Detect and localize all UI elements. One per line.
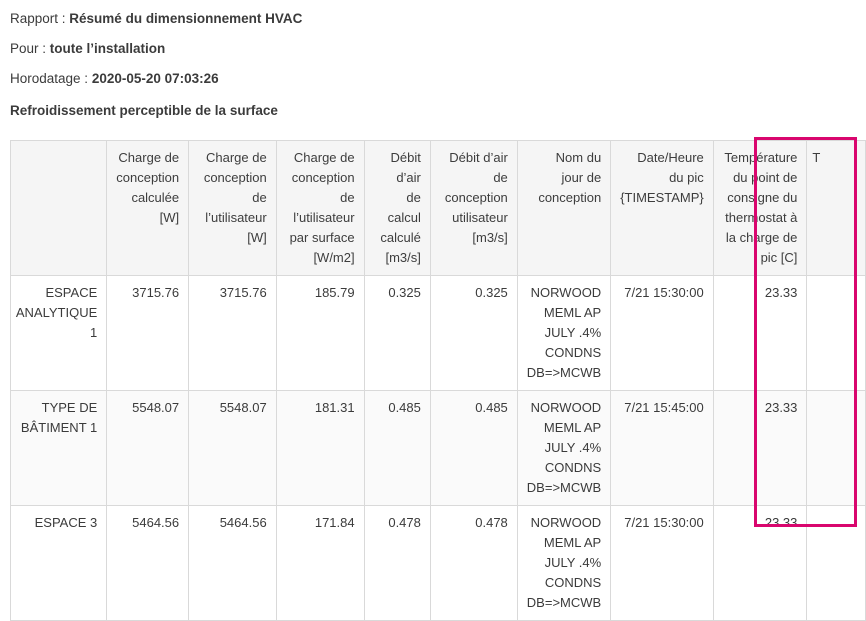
row-label: TYPE DE BÂTIMENT 1 [9, 390, 108, 506]
section-title: Refroidissement perceptible de la surfac… [10, 103, 278, 118]
table-cell: NORWOOD MEML AP JULY .4% CONDNS DB=>MCWB [516, 505, 612, 621]
table-cell-clipped [806, 390, 866, 506]
table-row-espace-analytique-1: ESPACE ANALYTIQUE 1 3715.76 3715.76 185.… [9, 275, 866, 391]
table-cell: 181.31 [275, 390, 365, 506]
row-label: ESPACE 3 [9, 505, 108, 621]
table-cell: 0.325 [363, 275, 431, 391]
table-cell-highlighted: 23.33 [712, 275, 808, 391]
meta-rapport-value: Résumé du dimensionnement HVAC [69, 11, 303, 26]
header-cell-clipped: T [806, 140, 866, 276]
table-cell: 5464.56 [188, 505, 277, 621]
header-cell-debit-utilisateur: Débit d’air de conception utilisateur [m… [429, 140, 518, 276]
table-cell: 0.485 [429, 390, 518, 506]
table-cell: 5548.07 [188, 390, 277, 506]
header-cell-charge-par-surface: Charge de conception de l’utilisateur pa… [275, 140, 365, 276]
meta-horodatage-value: 2020-05-20 07:03:26 [91, 71, 219, 86]
table-cell: 7/21 15:45:00 [610, 390, 714, 506]
header-cell-rowlabel [9, 140, 108, 276]
table-cell: 5548.07 [106, 390, 190, 506]
table-cell: 3715.76 [106, 275, 190, 391]
table-cell-clipped [806, 505, 866, 621]
table-cell-clipped [806, 275, 866, 391]
table-cell: 0.485 [363, 390, 431, 506]
table-row-type-de-batiment-1: TYPE DE BÂTIMENT 1 5548.07 5548.07 181.3… [9, 390, 866, 506]
meta-pour-label: Pour : [10, 41, 47, 56]
report-meta: Rapport : Résumé du dimensionnement HVAC… [10, 10, 302, 100]
meta-horodatage-label: Horodatage : [10, 71, 89, 86]
table-cell: 0.478 [363, 505, 431, 621]
table-cell: 7/21 15:30:00 [610, 275, 714, 391]
table-cell: 0.325 [429, 275, 518, 391]
header-cell-temperature-consigne: Température du point de consigne du ther… [712, 140, 808, 276]
table-cell: 5464.56 [106, 505, 190, 621]
table-cell: 185.79 [275, 275, 365, 391]
table-row-espace-3: ESPACE 3 5464.56 5464.56 171.84 0.478 0.… [9, 505, 866, 621]
table-cell: 3715.76 [188, 275, 277, 391]
meta-rapport: Rapport : Résumé du dimensionnement HVAC [10, 10, 302, 27]
table-cell: 171.84 [275, 505, 365, 621]
header-cell-charge-calculee: Charge de conception calculée [W] [106, 140, 190, 276]
table-cell-highlighted: 23.33 [712, 505, 808, 621]
header-cell-charge-utilisateur: Charge de conception de l’utilisateur [W… [188, 140, 277, 276]
meta-pour: Pour : toute l’installation [10, 40, 302, 57]
meta-pour-value: toute l’installation [49, 41, 166, 56]
table-cell-highlighted: 23.33 [712, 390, 808, 506]
sizing-summary-table: Charge de conception calculée [W] Charge… [9, 140, 866, 621]
table-cell: NORWOOD MEML AP JULY .4% CONDNS DB=>MCWB [516, 390, 612, 506]
table-cell: 7/21 15:30:00 [610, 505, 714, 621]
table-cell: NORWOOD MEML AP JULY .4% CONDNS DB=>MCWB [516, 275, 612, 391]
meta-horodatage: Horodatage : 2020-05-20 07:03:26 [10, 70, 302, 87]
header-row: Charge de conception calculée [W] Charge… [9, 140, 866, 276]
meta-rapport-label: Rapport : [10, 11, 66, 26]
row-label: ESPACE ANALYTIQUE 1 [9, 275, 108, 391]
table-cell: 0.478 [429, 505, 518, 621]
header-cell-nom-jour: Nom du jour de conception [516, 140, 612, 276]
header-cell-debit-calcule: Débit d’air de calcul calculé [m3/s] [363, 140, 431, 276]
header-cell-date-heure-pic: Date/Heure du pic {TIMESTAMP} [610, 140, 714, 276]
